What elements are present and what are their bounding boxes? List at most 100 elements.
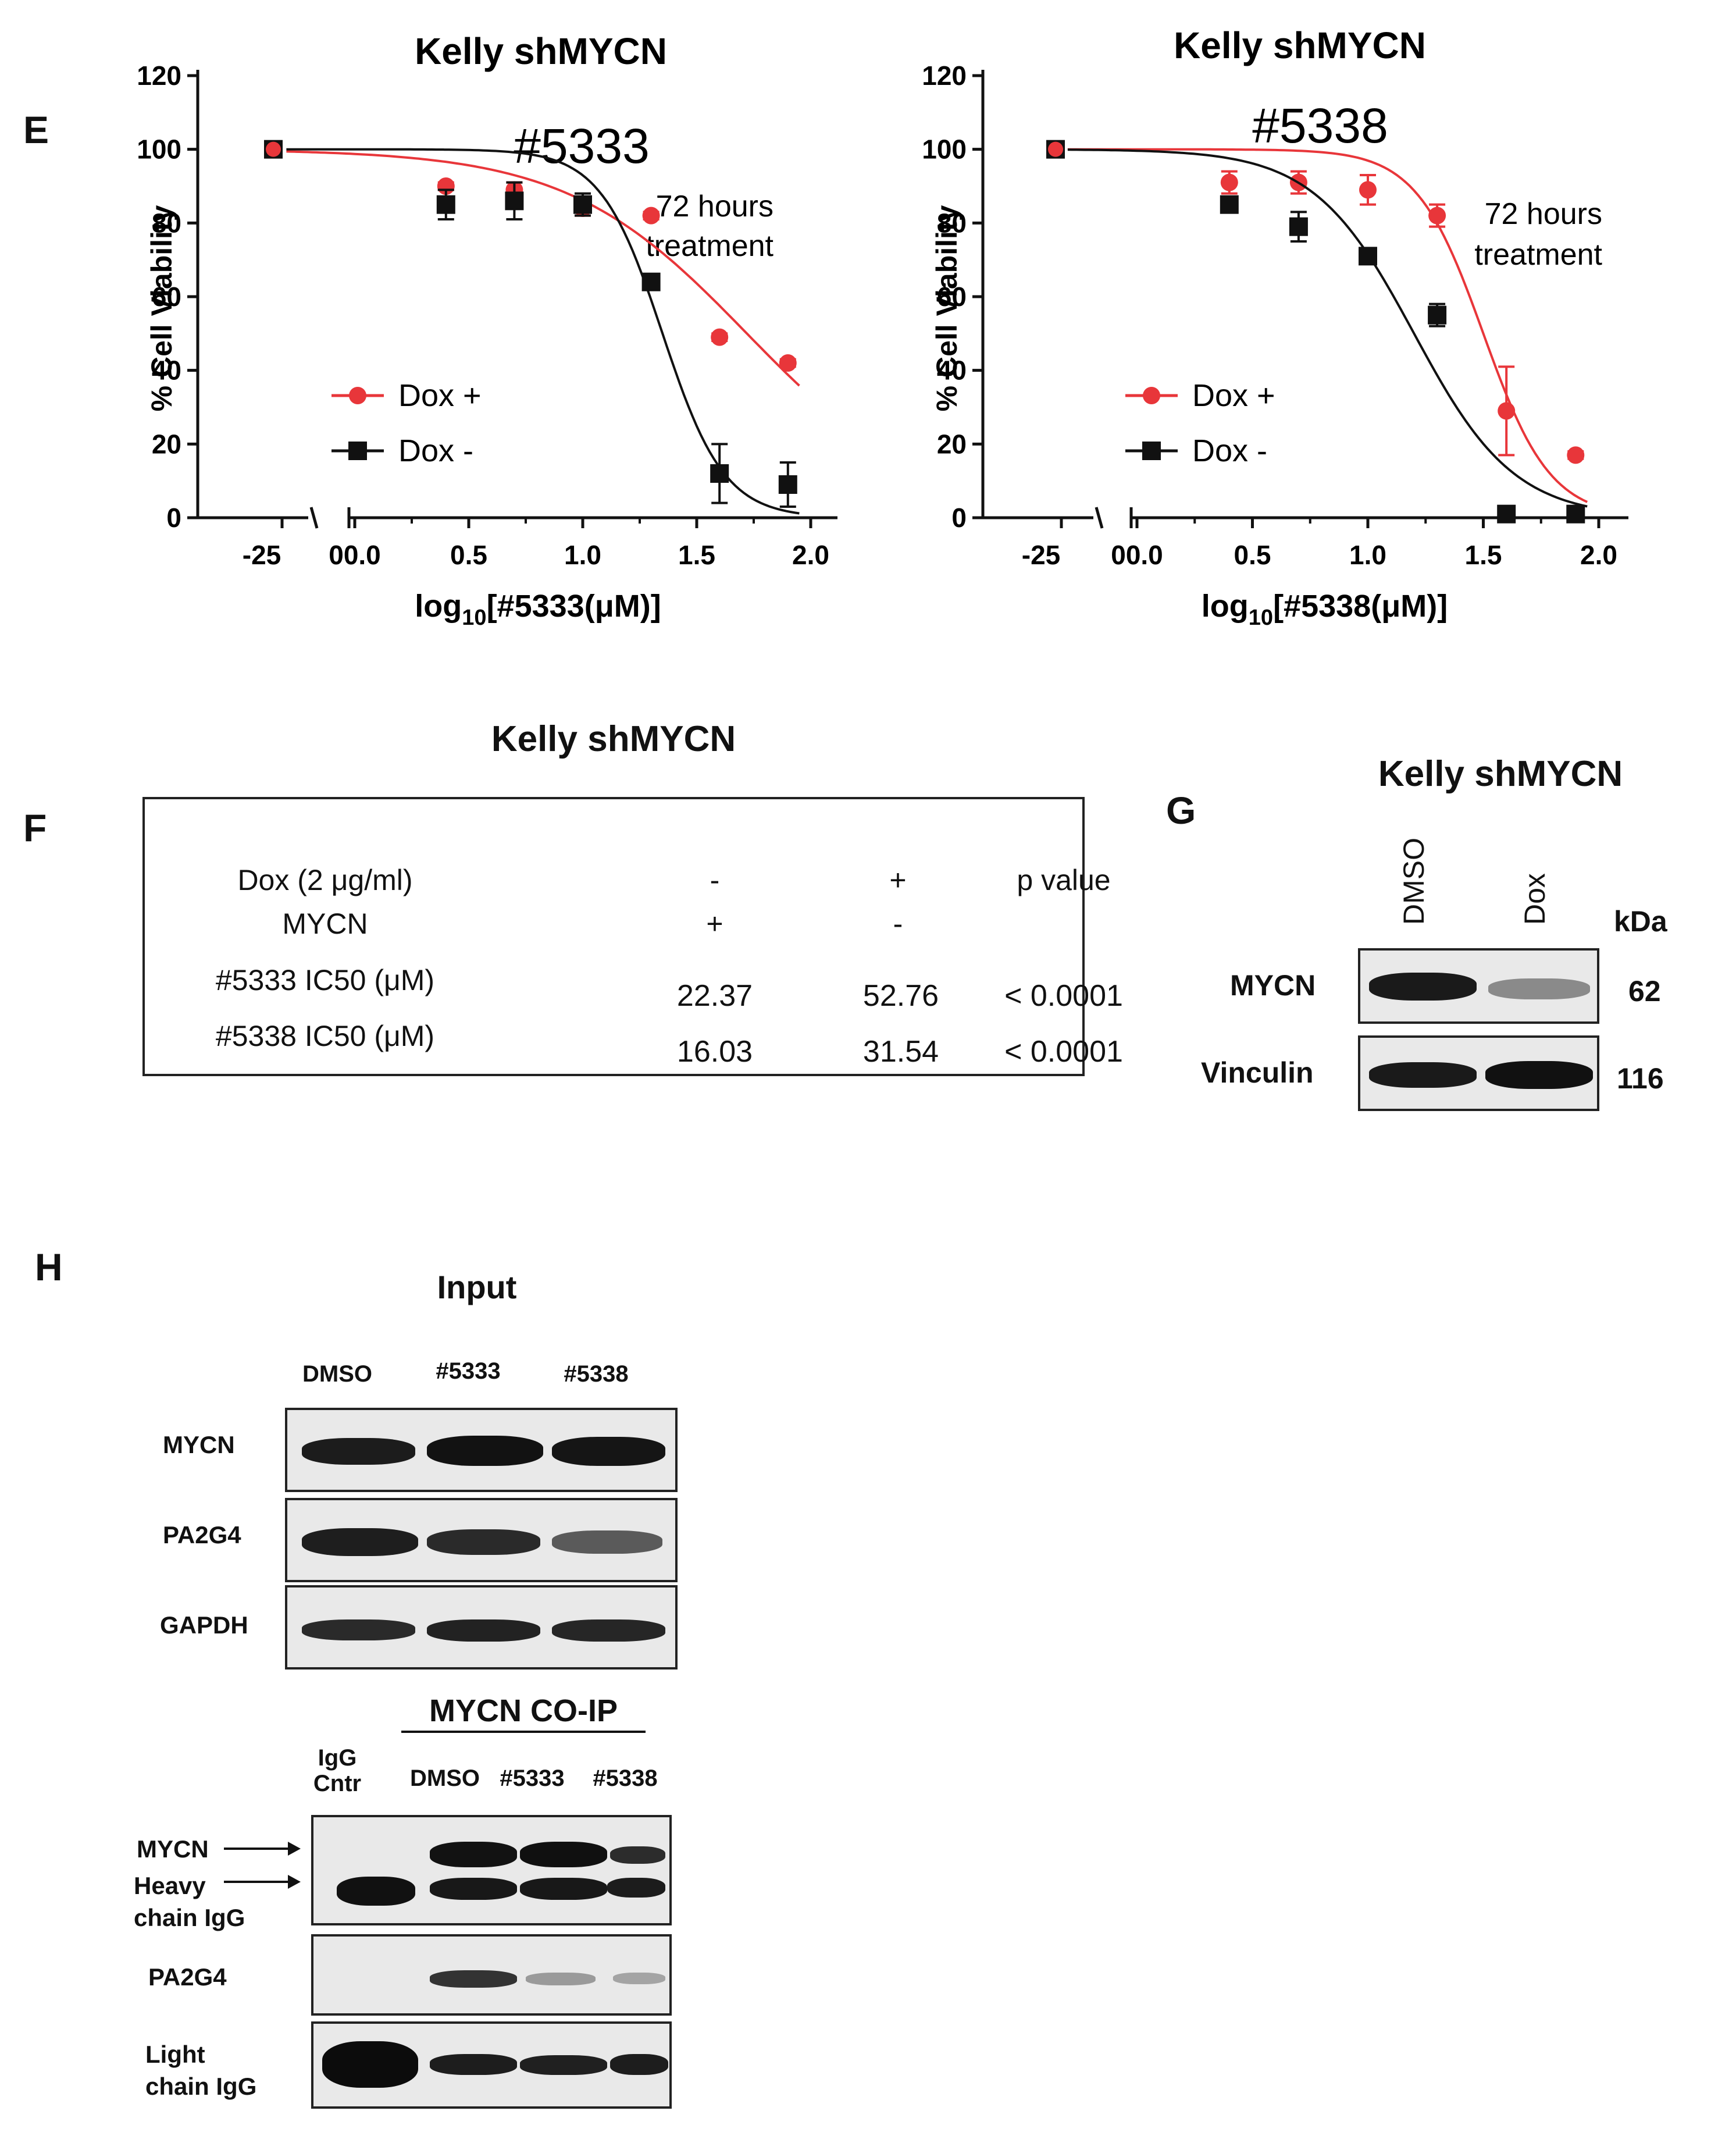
x-tick-label: 1.0 bbox=[564, 540, 601, 570]
coip-label-light-chain: Light chain IgG bbox=[145, 2039, 256, 2102]
band bbox=[526, 1973, 596, 1985]
data-point-dox-plus bbox=[266, 141, 281, 157]
x-label-rest: [#5338(μM)] bbox=[1273, 589, 1448, 624]
band bbox=[302, 1438, 415, 1465]
y-tick-label: 100 bbox=[137, 134, 181, 165]
y-tick-label: 80 bbox=[937, 208, 967, 238]
input-lane-5338: #5338 bbox=[564, 1361, 629, 1387]
data-point-dox-minus bbox=[1428, 305, 1447, 325]
coip-blot-light-chain bbox=[311, 2021, 672, 2109]
data-point-dox-minus bbox=[1497, 504, 1516, 524]
coip-label-pa2g4: PA2G4 bbox=[148, 1963, 227, 1991]
y-tick-label: 80 bbox=[152, 208, 181, 238]
dose-response-chart-5338: Kelly shMYCN #5338 72 hours treatment 0 20 40 6… bbox=[922, 24, 1628, 630]
x-tick-label: 00.0 bbox=[1111, 540, 1163, 570]
band bbox=[610, 1846, 665, 1864]
data-point-dox-minus bbox=[1220, 195, 1239, 214]
y-axis-label: % Cell Viability bbox=[145, 205, 178, 411]
x-label-sub: 10 bbox=[462, 606, 486, 630]
band bbox=[430, 2054, 517, 2075]
legend-label: Dox - bbox=[398, 433, 473, 468]
panel-f-title: Kelly shMYCN bbox=[491, 719, 736, 759]
y-tick-label: 0 bbox=[951, 503, 967, 533]
band bbox=[613, 1973, 665, 1984]
input-label-gapdh: GAPDH bbox=[160, 1611, 248, 1639]
legend-label: Dox + bbox=[1192, 378, 1275, 413]
y-tick-label: 120 bbox=[137, 60, 181, 91]
band bbox=[520, 2055, 607, 2075]
header-dox-minus: - bbox=[710, 864, 720, 896]
coip-lane-5333: #5333 bbox=[500, 1765, 565, 1791]
legend-marker-dox-minus bbox=[348, 442, 367, 460]
data-point-dox-minus bbox=[778, 475, 797, 494]
data-point-dox-plus bbox=[711, 328, 729, 346]
data-point-dox-minus bbox=[505, 191, 524, 211]
x-tick-label: -25 bbox=[243, 540, 281, 570]
band bbox=[1485, 1061, 1593, 1089]
band bbox=[337, 1877, 415, 1906]
x-tick-label: 1.5 bbox=[678, 540, 715, 570]
blot-label-mycn: MYCN bbox=[1230, 969, 1316, 1002]
y-tick-label: 100 bbox=[922, 134, 967, 165]
arrow-mycn-head-icon bbox=[288, 1842, 301, 1856]
x-axis-label: log10[#5338(μM)] bbox=[1202, 589, 1448, 630]
band bbox=[520, 1842, 607, 1867]
coip-arrows bbox=[224, 1842, 301, 1889]
chart-title: Kelly shMYCN bbox=[415, 30, 667, 72]
band bbox=[1369, 1062, 1477, 1088]
coip-lane-cntr: Cntr bbox=[313, 1771, 362, 1796]
coip-label-mycn: MYCN bbox=[137, 1835, 209, 1863]
data-point-dox-plus bbox=[1498, 402, 1516, 420]
heavy-label-line1: Heavy bbox=[134, 1872, 206, 1899]
lane-label-dox: Dox bbox=[1518, 873, 1551, 925]
compound-label: #5338 bbox=[1252, 98, 1388, 153]
legend-marker-dox-minus bbox=[1142, 442, 1161, 460]
data-point-dox-plus bbox=[779, 354, 797, 372]
band bbox=[430, 1878, 517, 1900]
y-axis-label: % Cell Viability bbox=[931, 205, 963, 411]
input-title: Input bbox=[437, 1269, 517, 1305]
x-axis-label: log10[#5333(μM)] bbox=[415, 589, 661, 630]
lane-label-dmso: DMSO bbox=[1398, 838, 1430, 925]
data-point-dox-minus bbox=[1359, 247, 1377, 266]
input-lane-dmso: DMSO bbox=[302, 1361, 372, 1387]
light-label-line1: Light bbox=[145, 2041, 205, 2068]
ic50-table: Dox (2 μg/ml) - + p value MYCN + - #5333… bbox=[142, 797, 1123, 1076]
band bbox=[322, 2041, 418, 2088]
coip-blot-pa2g4 bbox=[311, 1934, 672, 2016]
band bbox=[1488, 978, 1590, 999]
y-tick-label: 120 bbox=[922, 60, 967, 91]
x-label-main: log bbox=[415, 589, 462, 624]
input-label-mycn: MYCN bbox=[163, 1431, 235, 1458]
data-point-dox-plus bbox=[1567, 446, 1585, 464]
input-lane-5333: #5333 bbox=[436, 1358, 501, 1384]
legend-marker-dox-plus bbox=[349, 387, 366, 404]
band bbox=[302, 1619, 415, 1640]
data-point-dox-plus bbox=[1220, 173, 1238, 191]
x-tick-label: 0.5 bbox=[1234, 540, 1271, 570]
axis-break-mark bbox=[309, 507, 319, 529]
coip-lane-5338: #5338 bbox=[593, 1765, 658, 1791]
band bbox=[552, 1619, 665, 1642]
row-5338-dox-plus: 31.54 bbox=[862, 1035, 939, 1069]
x-tick-label: -25 bbox=[1022, 540, 1060, 570]
kda-label: kDa bbox=[1614, 905, 1667, 938]
x-tick-label: 2.0 bbox=[792, 540, 829, 570]
x-label-main: log bbox=[1202, 589, 1249, 624]
band bbox=[607, 1878, 665, 1898]
annotation-text: 72 hours bbox=[656, 190, 773, 223]
x-tick-label: 00.0 bbox=[329, 540, 381, 570]
y-tick-label: 20 bbox=[152, 429, 181, 459]
band bbox=[427, 1529, 540, 1555]
legend-label: Dox - bbox=[1192, 433, 1267, 468]
x-label-rest: [#5333(μM)] bbox=[487, 589, 661, 624]
band bbox=[427, 1436, 543, 1466]
band bbox=[430, 1970, 517, 1988]
header-dox-plus: + bbox=[889, 864, 907, 896]
x-tick-label: 1.5 bbox=[1465, 540, 1502, 570]
band bbox=[520, 1878, 607, 1900]
annotation-text: 72 hours bbox=[1485, 197, 1602, 231]
data-point-dox-minus bbox=[641, 272, 661, 291]
header-mycn-minus: - bbox=[893, 907, 903, 940]
panel-g-title: Kelly shMYCN bbox=[1378, 754, 1623, 794]
